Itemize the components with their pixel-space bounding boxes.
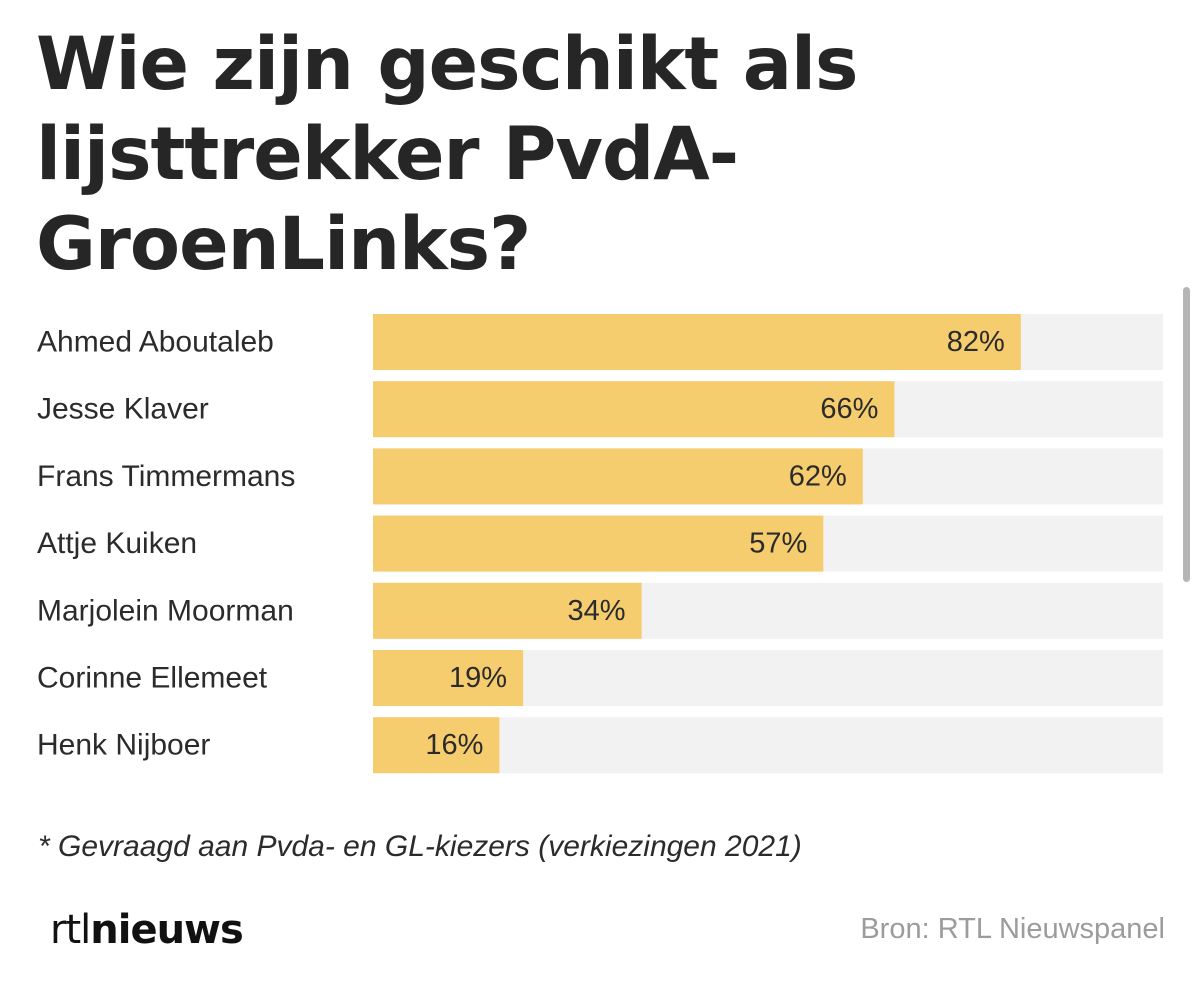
category-label-henk-nijboer: Henk Nijboer bbox=[37, 729, 210, 762]
bar-henk-nijboer bbox=[373, 717, 500, 774]
value-label-jesse-klaver: 66% bbox=[820, 393, 878, 425]
value-label-ahmed-aboutaleb: 82% bbox=[947, 326, 1005, 358]
source-credit: Bron: RTL Nieuwspanel bbox=[860, 913, 1165, 945]
category-label-attje-kuiken: Attje Kuiken bbox=[37, 527, 197, 560]
value-label-frans-timmermans: 62% bbox=[789, 460, 847, 492]
logo-part-nieuws: nieuws bbox=[90, 907, 244, 953]
bar-corinne-ellemeet bbox=[373, 650, 524, 706]
value-label-corinne-ellemeet: 19% bbox=[449, 662, 507, 694]
page-title: Wie zijn geschikt als lijsttrekker PvdA-… bbox=[36, 22, 858, 287]
value-label-attje-kuiken: 57% bbox=[749, 528, 807, 560]
category-label-jesse-klaver: Jesse Klaver bbox=[37, 393, 209, 426]
value-label-marjolein-moorman: 34% bbox=[568, 595, 626, 627]
bar-track-henk-nijboer bbox=[373, 717, 1163, 774]
category-label-ahmed-aboutaleb: Ahmed Aboutaleb bbox=[37, 326, 274, 359]
footnote: * Gevraagd aan Pvda- en GL-kiezers (verk… bbox=[38, 830, 802, 863]
rtl-nieuws-logo: rtlnieuws bbox=[50, 906, 244, 954]
value-label-henk-nijboer: 16% bbox=[425, 729, 483, 761]
bar-jesse-klaver bbox=[373, 381, 895, 438]
category-label-marjolein-moorman: Marjolein Moorman bbox=[37, 594, 294, 627]
logo-part-rtl: rtl bbox=[50, 907, 91, 953]
scrollbar[interactable] bbox=[1183, 287, 1190, 582]
category-label-corinne-ellemeet: Corinne Ellemeet bbox=[37, 662, 268, 695]
category-label-frans-timmermans: Frans Timmermans bbox=[37, 460, 295, 493]
bar-marjolein-moorman bbox=[373, 582, 642, 639]
bar-frans-timmermans bbox=[373, 448, 863, 505]
bar-attje-kuiken bbox=[373, 515, 824, 572]
bar-ahmed-aboutaleb bbox=[373, 314, 1021, 370]
